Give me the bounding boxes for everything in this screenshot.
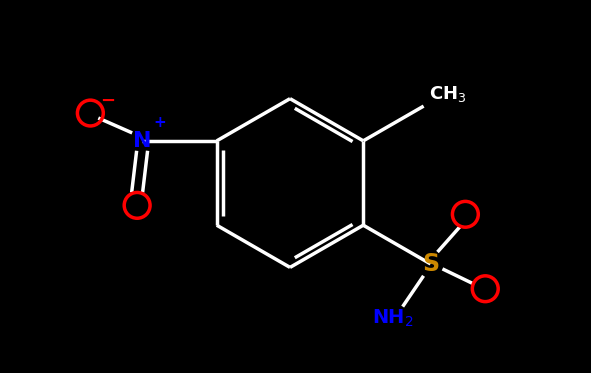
Text: NH$_2$: NH$_2$: [372, 308, 414, 329]
Text: N: N: [133, 131, 151, 151]
Text: +: +: [154, 116, 167, 131]
Text: CH$_3$: CH$_3$: [428, 84, 466, 104]
Text: S: S: [422, 252, 439, 276]
Text: −: −: [100, 92, 115, 110]
